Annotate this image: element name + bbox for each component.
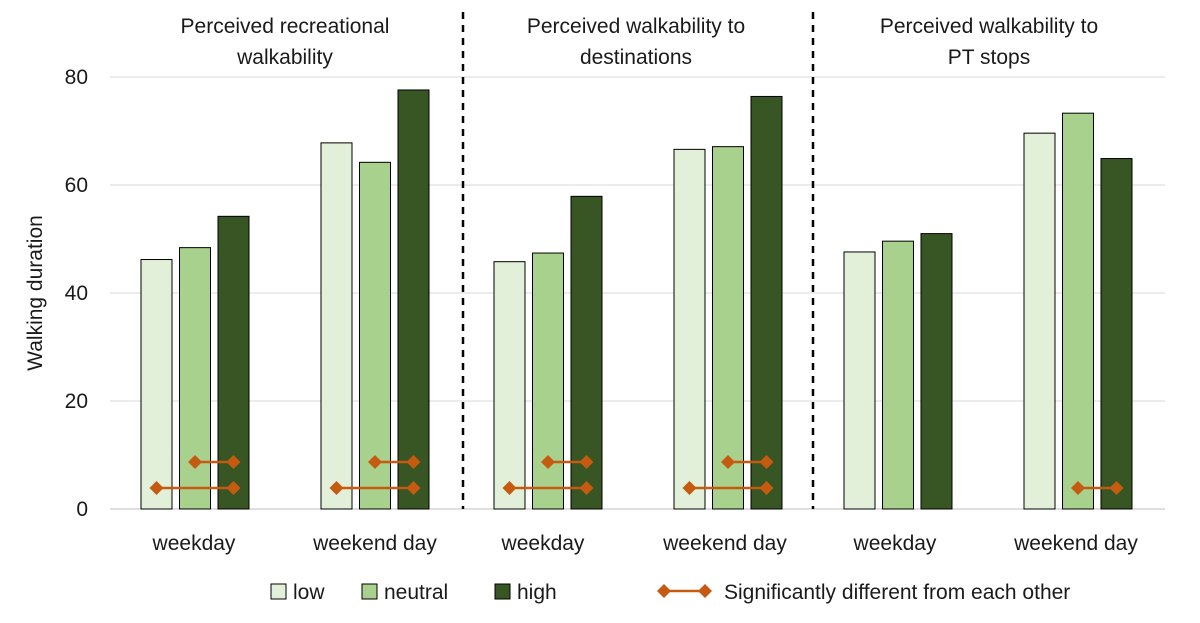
- legend-significance-marker: [698, 584, 712, 598]
- panel-title: PT stops: [948, 46, 1030, 69]
- significance-marker: [1071, 481, 1085, 495]
- y-tick-label: 60: [65, 174, 88, 197]
- bar-low: [673, 148, 706, 510]
- legend: low neutral high Significantly different fr…: [270, 581, 1070, 604]
- significance-marker: [502, 481, 517, 495]
- significance-marker: [759, 455, 774, 469]
- y-tick-label: 20: [65, 390, 88, 413]
- bar-neutral: [1062, 112, 1094, 510]
- y-tick-label: 40: [65, 282, 88, 305]
- panel: Perceived recreational walkability weekday…: [140, 15, 437, 555]
- panel: Perceived walkability to destinations week…: [493, 15, 787, 555]
- legend-label-low: low: [293, 581, 325, 604]
- panel-title: walkability: [236, 46, 333, 69]
- significance-marker: [406, 481, 421, 495]
- panel-title: destinations: [580, 46, 692, 69]
- bar-low: [843, 251, 876, 510]
- significance-marker: [226, 455, 241, 469]
- significance-marker: [1109, 481, 1124, 495]
- significance-marker: [541, 455, 555, 469]
- category-label: weekend day: [662, 532, 787, 555]
- significance-marker: [579, 481, 594, 495]
- bar-high: [397, 89, 430, 510]
- bar-high: [920, 233, 953, 510]
- bar-neutral: [532, 252, 564, 510]
- category-label: weekday: [501, 532, 585, 555]
- significance-marker: [226, 481, 241, 495]
- legend-swatch-neutral: [361, 583, 378, 600]
- significance-marker: [329, 481, 344, 495]
- bar-high: [750, 95, 783, 510]
- bar-low: [140, 259, 173, 510]
- bar-neutral: [359, 161, 391, 510]
- significance-marker: [406, 455, 421, 469]
- legend-label-neutral: neutral: [384, 581, 448, 604]
- bar-neutral: [712, 146, 744, 510]
- bar-neutral: [882, 240, 914, 510]
- significance-marker: [759, 481, 774, 495]
- y-tick-label: 80: [65, 66, 88, 89]
- y-tick-label: 0: [76, 498, 88, 521]
- bar-high: [570, 195, 603, 510]
- category-label: weekday: [853, 532, 937, 555]
- bar-low: [1023, 132, 1056, 510]
- legend-label-high: high: [517, 581, 557, 604]
- bar-neutral: [179, 247, 211, 510]
- gridlines: [110, 12, 1165, 510]
- panel: Perceived walkability to PT stops weekday w…: [843, 15, 1138, 555]
- y-axis-label: Walking duration: [24, 215, 47, 371]
- bar-low: [320, 142, 353, 510]
- legend-significance-marker: [657, 584, 671, 598]
- significance-marker: [721, 455, 735, 469]
- significance-marker: [368, 455, 382, 469]
- significance-marker: [149, 481, 164, 495]
- bar-high: [1100, 158, 1133, 510]
- bar-low: [493, 261, 526, 510]
- legend-label-significance: Significantly different from each other: [724, 581, 1070, 604]
- legend-swatch-high: [494, 583, 511, 600]
- significance-marker: [682, 481, 697, 495]
- significance-marker: [188, 455, 202, 469]
- y-axis: 0 20 40 60 80: [65, 66, 88, 521]
- category-label: weekday: [152, 532, 236, 555]
- panel-title: Perceived walkability to: [527, 15, 745, 38]
- category-label: weekend day: [312, 532, 437, 555]
- panel-title: Perceived walkability to: [880, 15, 1098, 38]
- legend-swatch-low: [270, 583, 287, 600]
- significance-marker: [579, 455, 594, 469]
- panel-title: Perceived recreational: [181, 15, 390, 38]
- chart-panels: Perceived recreational walkability weekday…: [140, 15, 1138, 555]
- category-label: weekend day: [1013, 532, 1138, 555]
